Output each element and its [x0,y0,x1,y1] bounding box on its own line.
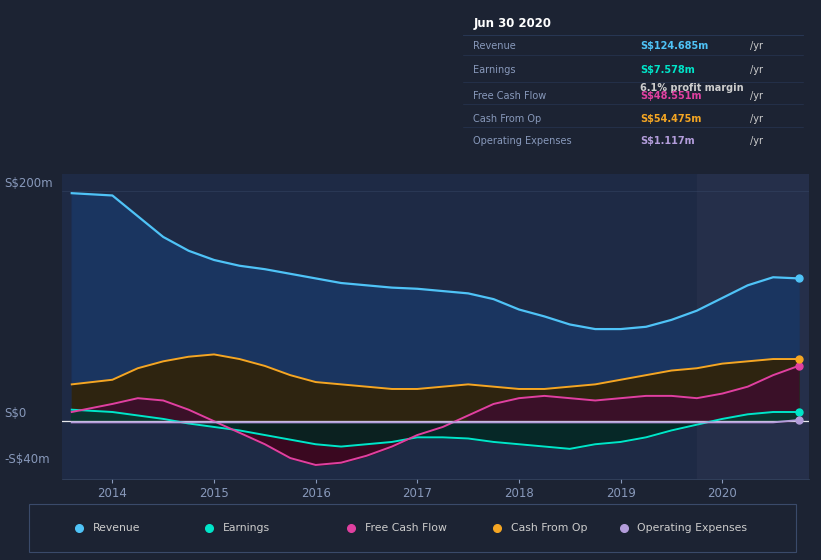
Text: Earnings: Earnings [474,65,516,75]
Text: Operating Expenses: Operating Expenses [474,137,572,146]
Text: /yr: /yr [750,41,763,50]
Text: /yr: /yr [750,137,763,146]
FancyBboxPatch shape [29,504,796,552]
Text: Revenue: Revenue [474,41,516,50]
Text: S$54.475m: S$54.475m [640,114,701,124]
Text: Earnings: Earnings [223,523,270,533]
Text: S$7.578m: S$7.578m [640,65,695,75]
Text: Cash From Op: Cash From Op [474,114,542,124]
Text: -S$40m: -S$40m [4,453,50,466]
Text: Free Cash Flow: Free Cash Flow [474,91,547,101]
Text: Cash From Op: Cash From Op [511,523,587,533]
Text: /yr: /yr [750,65,763,75]
Text: 6.1% profit margin: 6.1% profit margin [640,83,744,94]
Text: S$124.685m: S$124.685m [640,41,709,50]
Text: S$1.117m: S$1.117m [640,137,695,146]
Text: /yr: /yr [750,91,763,101]
Text: /yr: /yr [750,114,763,124]
Text: Revenue: Revenue [93,523,140,533]
Text: S$0: S$0 [4,407,26,420]
Text: S$48.551m: S$48.551m [640,91,702,101]
Text: Operating Expenses: Operating Expenses [637,523,747,533]
Text: Jun 30 2020: Jun 30 2020 [474,17,552,30]
Text: Free Cash Flow: Free Cash Flow [365,523,447,533]
Bar [697,174,821,479]
Text: S$200m: S$200m [4,177,53,190]
